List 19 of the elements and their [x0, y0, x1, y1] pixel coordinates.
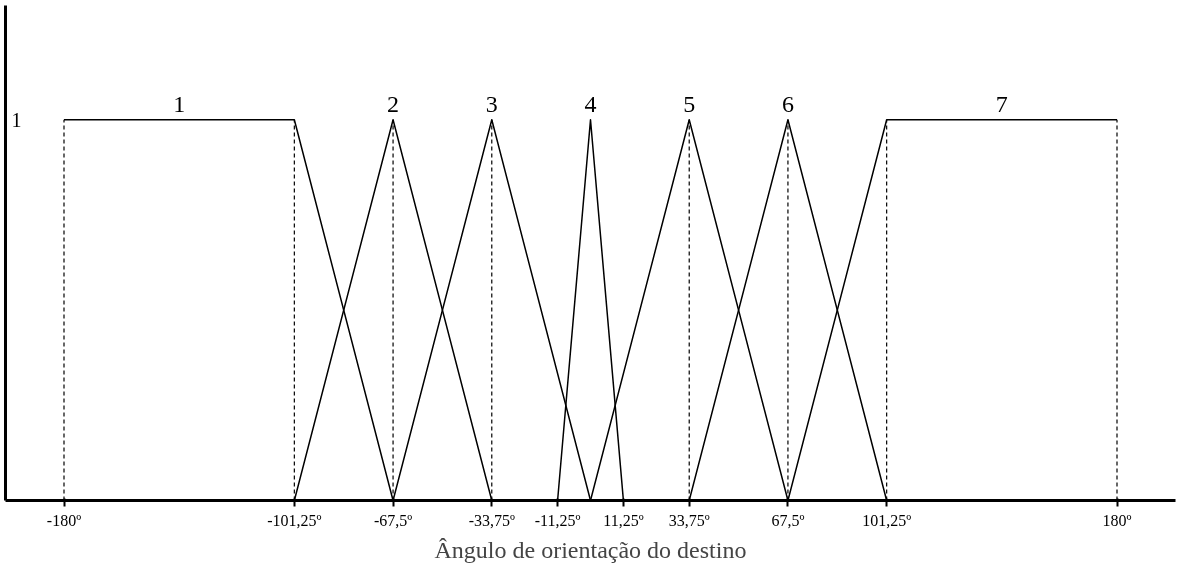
- series-label: 2: [387, 90, 400, 117]
- annotation: 1: [11, 108, 22, 131]
- x-tick-label: 11,25º: [603, 511, 644, 529]
- x-tick-label: 180º: [1102, 511, 1132, 529]
- x-tick-label: -67,5º: [373, 511, 413, 529]
- x-tick-label: 33,75º: [668, 511, 710, 529]
- series-label: 5: [683, 90, 696, 117]
- x-tick-label: -180º: [46, 511, 82, 529]
- x-tick-label: 101,25º: [862, 511, 912, 529]
- x-tick-label: -11,25º: [534, 511, 581, 529]
- x-tick-label: -33,75º: [468, 511, 515, 529]
- series-label: 4: [584, 90, 597, 117]
- series-label: 1: [173, 90, 186, 117]
- x-axis-title: Ângulo de orientação do destino: [434, 536, 747, 563]
- x-tick-label: 67,5º: [771, 511, 805, 529]
- series-label: 6: [781, 90, 794, 117]
- series-label: 3: [485, 90, 498, 117]
- series-label: 7: [995, 90, 1008, 117]
- x-tick-label: -101,25º: [267, 511, 322, 529]
